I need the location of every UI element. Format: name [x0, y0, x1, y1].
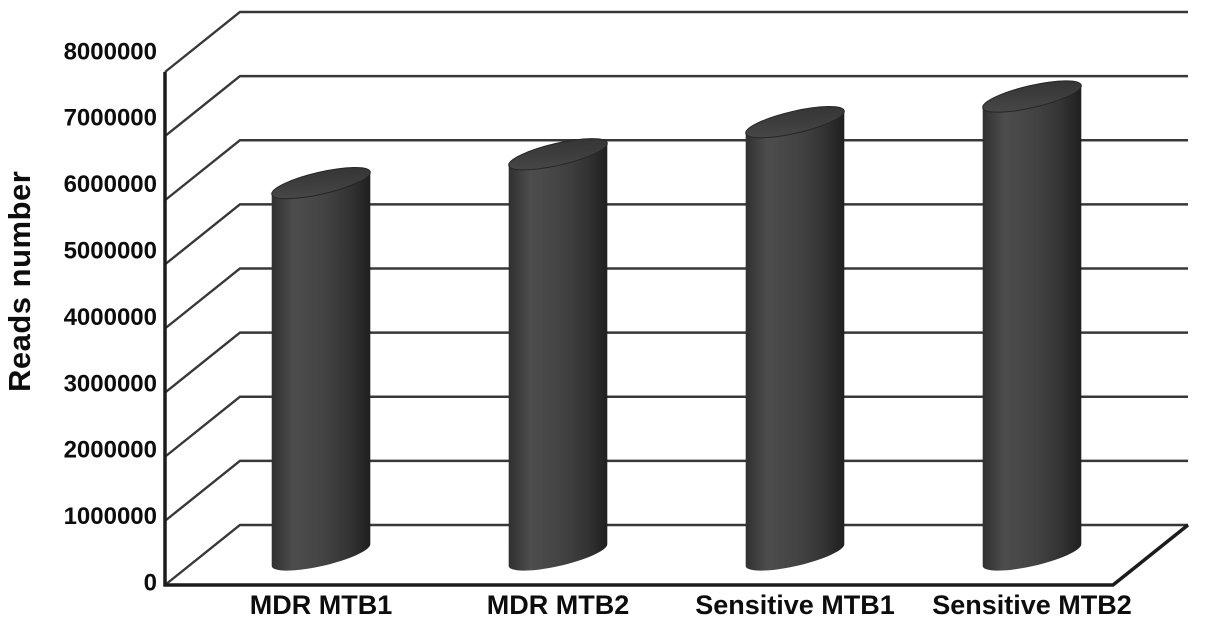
cylinder-bar — [982, 80, 1082, 571]
bar-body — [508, 138, 608, 571]
y-tick-label: 0 — [144, 570, 157, 597]
x-category-label: MDR MTB2 — [487, 590, 630, 620]
bar-top-face — [982, 80, 1082, 113]
cylinder-bar — [745, 106, 845, 571]
y-tick-label: 3000000 — [64, 370, 157, 397]
gridline — [164, 139, 1188, 202]
gridline — [164, 74, 1188, 138]
gridline — [164, 331, 1188, 394]
gridline — [164, 10, 1188, 73]
y-tick-label: 8000000 — [64, 38, 157, 65]
y-tick-label: 2000000 — [64, 437, 157, 464]
bar-top-face — [745, 106, 845, 139]
bar-body — [745, 106, 845, 571]
x-category-label: Sensitive MTB1 — [695, 590, 895, 620]
bar-body — [982, 80, 1082, 571]
y-tick-label: 1000000 — [64, 503, 157, 530]
bar-body — [271, 167, 371, 571]
cylinder-bar — [271, 166, 371, 571]
x-category-label: MDR MTB1 — [250, 590, 393, 620]
cylinder-bar — [508, 138, 608, 571]
y-tick-label: 4000000 — [64, 304, 157, 331]
axis-frame — [163, 72, 1190, 587]
x-category-label: Sensitive MTB2 — [932, 590, 1132, 620]
bar-top-face — [508, 138, 608, 171]
gridline — [164, 267, 1188, 330]
gridline — [164, 459, 1188, 522]
y-tick-label: 5000000 — [64, 238, 157, 265]
y-tick-label: 7000000 — [64, 105, 157, 132]
y-tick-label: 6000000 — [64, 171, 157, 198]
bar-top-face — [271, 166, 371, 200]
gridline — [164, 203, 1188, 266]
gridline — [164, 523, 1188, 586]
gridline — [164, 395, 1188, 458]
